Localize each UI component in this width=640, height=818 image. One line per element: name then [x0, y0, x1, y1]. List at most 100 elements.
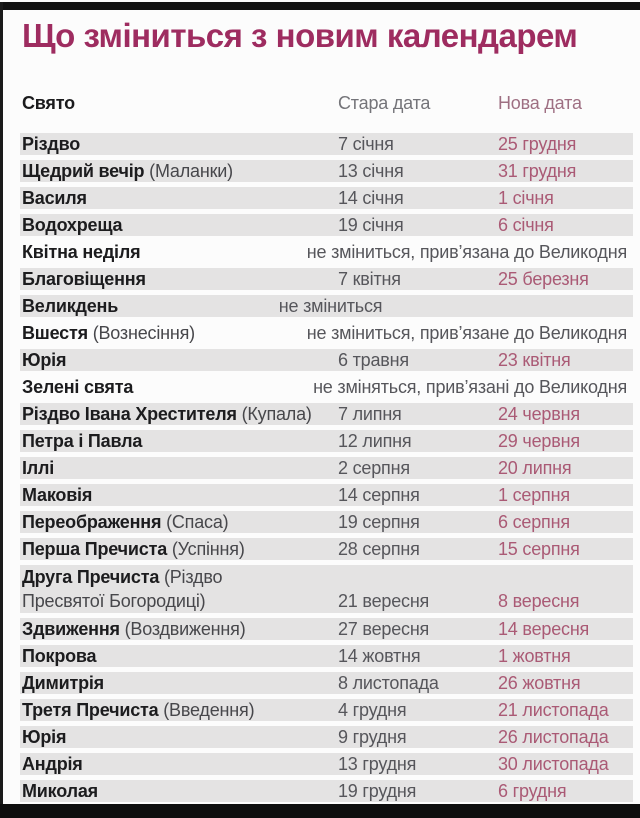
new-date: 26 листопада — [498, 727, 609, 747]
no-change-note: не зміниться — [278, 296, 383, 316]
holiday-name: Щедрий вечір (Маланки) — [22, 160, 338, 182]
no-change-note: не зміниться, прив’язана до Великодня — [306, 242, 627, 262]
holiday-name-note: (Різдво Пресвятої Богородиці) — [22, 567, 223, 611]
new-date: 6 січня — [498, 215, 554, 235]
holiday-name-main: Іллі — [22, 458, 55, 478]
holiday-name-main: Великдень — [22, 296, 119, 316]
table-row: Переображення (Спаса) 19 серпня 6 серпня — [20, 511, 633, 533]
old-date: 13 грудня — [338, 754, 417, 774]
table-row: Димитрія 8 листопада 26 жовтня — [20, 672, 633, 694]
table-row: Третя Пречиста (Введення) 4 грудня 21 лист… — [20, 699, 633, 721]
old-date: 13 січня — [338, 161, 404, 181]
holiday-name-main: Юрія — [22, 350, 67, 370]
table-row: Василя 14 січня 1 січня — [20, 187, 633, 209]
holiday-name: Різдво Івана Хрестителя (Купала) — [22, 403, 338, 425]
holiday-name: Петра і Павла — [22, 430, 338, 452]
new-date: 1 серпня — [498, 485, 570, 505]
table-row: Здвиження (Воздвиження) 27 вересня 14 вере… — [20, 618, 633, 640]
new-date: 6 серпня — [498, 512, 570, 532]
table-row: Миколая 19 грудня 6 грудня — [20, 780, 633, 802]
holiday-name-note: (Маланки) — [144, 161, 233, 181]
new-date: 25 березня — [498, 269, 589, 289]
holiday-name-main: Третя Пречиста — [22, 700, 159, 720]
holiday-name-main: Юрія — [22, 727, 67, 747]
new-date: 21 листопада — [498, 700, 609, 720]
holiday-name-main: Миколая — [22, 781, 98, 801]
holiday-name-main: Димитрія — [22, 673, 104, 693]
table-row: Іллі 2 серпня 20 липня — [20, 457, 633, 479]
old-date: 2 серпня — [338, 458, 410, 478]
holiday-name: Миколая — [22, 780, 338, 802]
holiday-name-main: Андрія — [22, 754, 83, 774]
table-row: Різдво Івана Хрестителя (Купала) 7 липня 2… — [20, 403, 633, 425]
table-rows: Різдво 7 січня 25 грудня Щедрий вечір (Мала… — [20, 133, 633, 807]
table-row: Юрія 9 грудня 26 листопада — [20, 726, 633, 748]
table-row: Андрія 13 грудня 30 листопада — [20, 753, 633, 775]
holiday-name-main: Переображення — [22, 512, 162, 532]
new-date: 29 червня — [498, 431, 580, 451]
holiday-name: Третя Пречиста (Введення) — [22, 699, 338, 721]
holiday-name-note: (Вознесіння) — [87, 323, 195, 343]
holiday-name: Різдво — [22, 133, 338, 155]
table-row: Квітна неділя не зміниться, прив’язана до… — [20, 241, 633, 263]
holiday-name: Вшестя (Вознесіння) — [22, 322, 195, 344]
table-row: Друга Пречиста (Різдво Пресвятої Богород… — [20, 565, 633, 613]
old-date: 6 травня — [338, 350, 409, 370]
new-date: 30 листопада — [498, 754, 609, 774]
new-date: 25 грудня — [498, 134, 577, 154]
holiday-name: Покрова — [22, 645, 338, 667]
holiday-name-main: Щедрий вечір — [22, 161, 145, 181]
old-date: 12 липня — [338, 431, 412, 451]
no-change-note: не зміняться, прив’язані до Великодня — [313, 377, 627, 397]
holiday-name-main: Маковія — [22, 485, 93, 505]
holiday-name: Перша Пречиста (Успіння) — [22, 538, 338, 560]
holiday-name: Зелені свята — [22, 376, 133, 398]
old-date: 27 вересня — [338, 619, 430, 639]
old-date: 9 грудня — [338, 727, 407, 747]
holiday-name: Друга Пречиста (Різдво Пресвятої Богород… — [22, 565, 338, 613]
table-row: Благовіщення 7 квітня 25 березня — [20, 268, 633, 290]
holiday-name: Здвиження (Воздвиження) — [22, 618, 338, 640]
old-date: 19 січня — [338, 215, 404, 235]
table-row: Водохреща 19 січня 6 січня — [20, 214, 633, 236]
holiday-name: Маковія — [22, 484, 338, 506]
new-date: 14 вересня — [498, 619, 590, 639]
table-header: Свято Стара дата Нова дата — [20, 92, 633, 114]
holiday-name: Димитрія — [22, 672, 338, 694]
holiday-name-main: Вшестя — [22, 323, 88, 343]
holiday-name: Юрія — [22, 349, 338, 371]
old-date: 14 січня — [338, 188, 404, 208]
table-row: Маковія 14 серпня 1 серпня — [20, 484, 633, 506]
no-change-note: не зміниться, прив’язане до Великодня — [306, 323, 627, 343]
old-date: 14 серпня — [338, 485, 420, 505]
holiday-name: Квітна неділя — [22, 241, 141, 263]
holiday-name-note: (Воздвиження) — [119, 619, 246, 639]
table-row: Юрія 6 травня 23 квітня — [20, 349, 633, 371]
left-frame-bar — [0, 2, 3, 818]
holiday-name-note: (Успіння) — [167, 539, 245, 559]
bottom-frame-bar — [0, 804, 640, 818]
table-row: Різдво 7 січня 25 грудня — [20, 133, 633, 155]
holiday-name: Юрія — [22, 726, 338, 748]
new-date: 8 вересня — [498, 591, 580, 611]
header-old-date: Стара дата — [338, 93, 431, 113]
new-date: 1 січня — [498, 188, 554, 208]
holiday-name-main: Зелені свята — [22, 377, 134, 397]
holiday-name-note: (Введення) — [158, 700, 255, 720]
holiday-name-main: Благовіщення — [22, 269, 146, 289]
new-date: 26 жовтня — [498, 673, 581, 693]
holiday-name-main: Водохреща — [22, 215, 123, 235]
new-date: 31 грудня — [498, 161, 577, 181]
new-date: 23 квітня — [498, 350, 571, 370]
table-row: Покрова 14 жовтня 1 жовтня — [20, 645, 633, 667]
holiday-name-main: Перша Пречиста — [22, 539, 168, 559]
holiday-name-main: Покрова — [22, 646, 97, 666]
old-date: 28 серпня — [338, 539, 420, 559]
header-holiday: Свято — [22, 93, 75, 113]
header-new-date: Нова дата — [498, 93, 582, 113]
table-row: Зелені свята не зміняться, прив’язані до … — [20, 376, 633, 398]
old-date: 7 липня — [338, 404, 402, 424]
table-row: Петра і Павла 12 липня 29 червня — [20, 430, 633, 452]
old-date: 14 жовтня — [338, 646, 421, 666]
